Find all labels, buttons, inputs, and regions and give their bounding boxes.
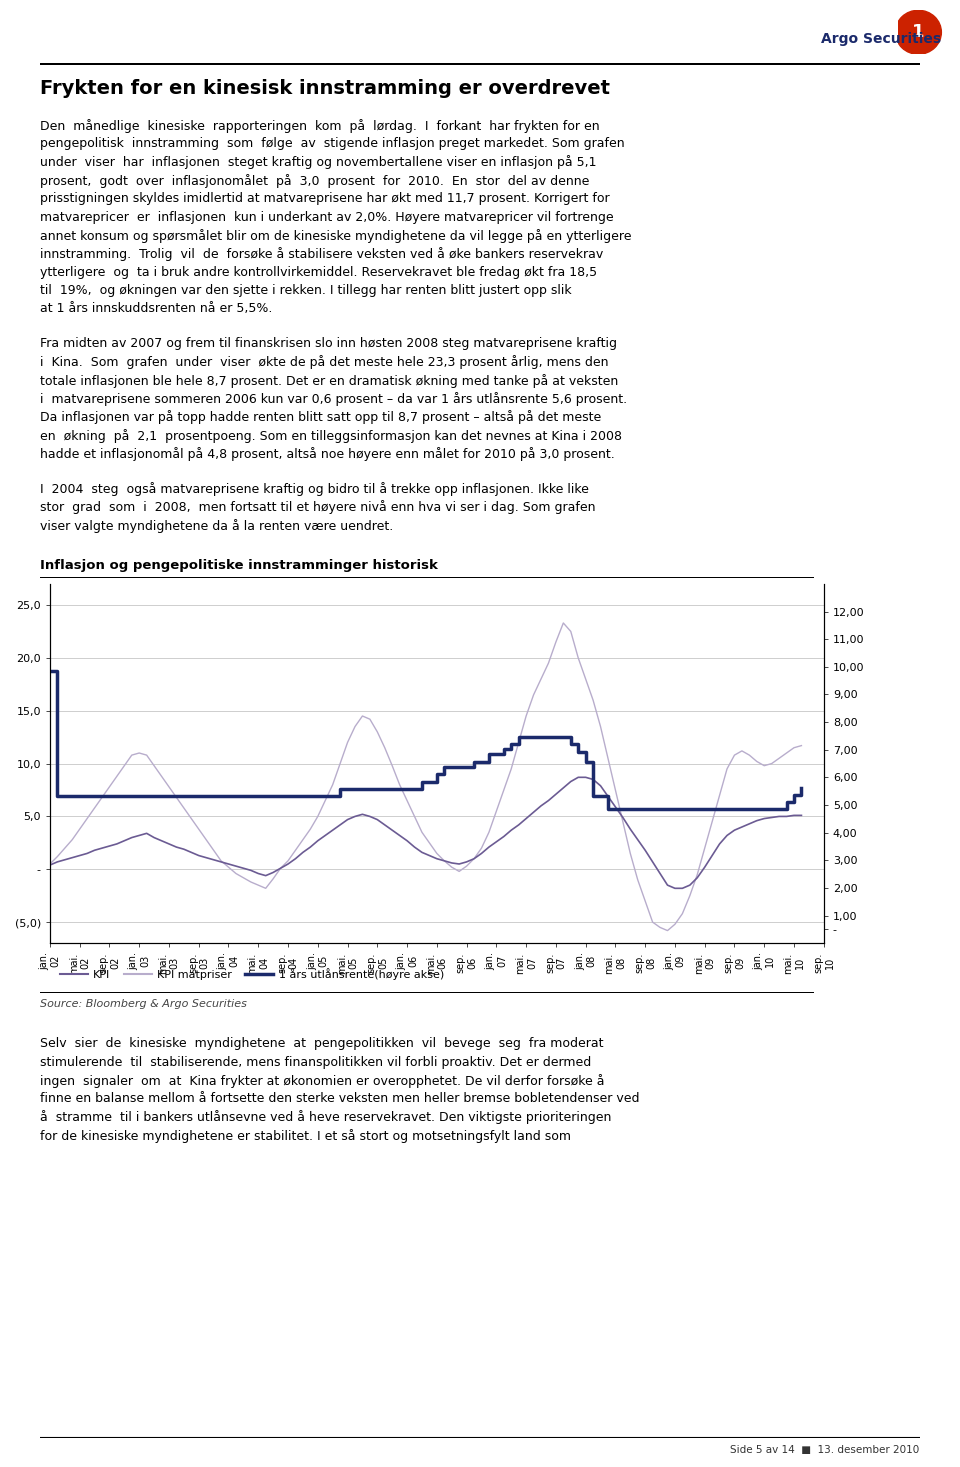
Text: Side 5 av 14  ■  13. desember 2010: Side 5 av 14 ■ 13. desember 2010 [731, 1445, 920, 1455]
Text: ingen  signaler  om  at  Kina frykter at økonomien er overopphetet. De vil derfo: ingen signaler om at Kina frykter at øko… [40, 1074, 605, 1089]
Text: I  2004  steg  også matvareprisene kraftig og bidro til å trekke opp inflasjonen: I 2004 steg også matvareprisene kraftig … [40, 481, 589, 496]
Text: stimulerende  til  stabiliserende, mens finanspolitikken vil forbli proaktiv. De: stimulerende til stabiliserende, mens fi… [40, 1055, 591, 1068]
Text: prisstigningen skyldes imidlertid at matvareprisene har økt med 11,7 prosent. Ko: prisstigningen skyldes imidlertid at mat… [40, 192, 610, 205]
Text: prosent,  godt  over  inflasjonomålet  på  3,0  prosent  for  2010.  En  stor  d: prosent, godt over inflasjonomålet på 3,… [40, 173, 589, 188]
Text: ytterligere  og  ta i bruk andre kontrollvirkemiddel. Reservekravet ble fredag ø: ytterligere og ta i bruk andre kontrollv… [40, 266, 597, 279]
Text: viser valgte myndighetene da å la renten være uendret.: viser valgte myndighetene da å la renten… [40, 518, 394, 533]
Text: Argo Securities: Argo Securities [821, 32, 941, 47]
Legend: KPI, KPI matpriser, 1 års utlånsrente(høyre akse): KPI, KPI matpriser, 1 års utlånsrente(hø… [56, 964, 448, 984]
Text: 1: 1 [912, 23, 924, 41]
Text: matvarepricer  er  inflasjonen  kun i underkant av 2,0%. Høyere matvarepricer vi: matvarepricer er inflasjonen kun i under… [40, 210, 614, 223]
Text: Selv  sier  de  kinesiske  myndighetene  at  pengepolitikken  vil  bevege  seg  : Selv sier de kinesiske myndighetene at p… [40, 1037, 604, 1050]
Text: annet konsum og spørsmålet blir om de kinesiske myndighetene da vil legge på en : annet konsum og spørsmålet blir om de ki… [40, 229, 632, 244]
Text: pengepolitisk  innstramming  som  følge  av  stigende inflasjon preget markedet.: pengepolitisk innstramming som følge av … [40, 136, 625, 150]
Text: i  Kina.  Som  grafen  under  viser  økte de på det meste hele 23,3 prosent årli: i Kina. Som grafen under viser økte de p… [40, 355, 609, 370]
Text: å  stramme  til i bankers utlånsevne ved å heve reservekravet. Den viktigste pri: å stramme til i bankers utlånsevne ved å… [40, 1111, 612, 1125]
Text: Den  månedlige  kinesiske  rapporteringen  kom  på  lørdag.  I  forkant  har fry: Den månedlige kinesiske rapporteringen k… [40, 119, 600, 133]
Circle shape [896, 10, 942, 54]
Text: Fra midten av 2007 og frem til finanskrisen slo inn høsten 2008 steg matvarepris: Fra midten av 2007 og frem til finanskri… [40, 337, 617, 351]
Text: stor  grad  som  i  2008,  men fortsatt til et høyere nivå enn hva vi ser i dag.: stor grad som i 2008, men fortsatt til e… [40, 500, 596, 515]
Text: finne en balanse mellom å fortsette den sterke veksten men heller bremse boblete: finne en balanse mellom å fortsette den … [40, 1091, 639, 1105]
Text: Inflasjon og pengepolitiske innstramminger historisk: Inflasjon og pengepolitiske innstramming… [40, 559, 438, 572]
Text: til  19%,  og økningen var den sjette i rekken. I tillegg har renten blitt juste: til 19%, og økningen var den sjette i re… [40, 283, 572, 296]
Text: under  viser  har  inflasjonen  steget kraftig og novembertallene viser en infla: under viser har inflasjonen steget kraft… [40, 156, 597, 170]
Text: innstramming.  Trolig  vil  de  forsøke å stabilisere veksten ved å øke bankers : innstramming. Trolig vil de forsøke å st… [40, 246, 604, 261]
Text: Frykten for en kinesisk innstramming er overdrevet: Frykten for en kinesisk innstramming er … [40, 79, 611, 98]
Text: at 1 års innskuddsrenten nå er 5,5%.: at 1 års innskuddsrenten nå er 5,5%. [40, 302, 273, 315]
Text: for de kinesiske myndighetene er stabilitet. I et så stort og motsetningsfylt la: for de kinesiske myndighetene er stabili… [40, 1128, 571, 1143]
Text: Da inflasjonen var på topp hadde renten blitt satt opp til 8,7 prosent – altså p: Da inflasjonen var på topp hadde renten … [40, 411, 602, 424]
Text: hadde et inflasjonomål på 4,8 prosent, altså noe høyere enn målet for 2010 på 3,: hadde et inflasjonomål på 4,8 prosent, a… [40, 447, 615, 461]
Text: i  matvareprisene sommeren 2006 kun var 0,6 prosent – da var 1 års utlånsrente 5: i matvareprisene sommeren 2006 kun var 0… [40, 392, 628, 406]
Text: Source: Bloomberg & Argo Securities: Source: Bloomberg & Argo Securities [40, 999, 247, 1009]
Text: totale inflasjonen ble hele 8,7 prosent. Det er en dramatisk økning med tanke på: totale inflasjonen ble hele 8,7 prosent.… [40, 374, 618, 387]
Text: en  økning  på  2,1  prosentpoeng. Som en tilleggsinformasjon kan det nevnes at : en økning på 2,1 prosentpoeng. Som en ti… [40, 428, 622, 443]
